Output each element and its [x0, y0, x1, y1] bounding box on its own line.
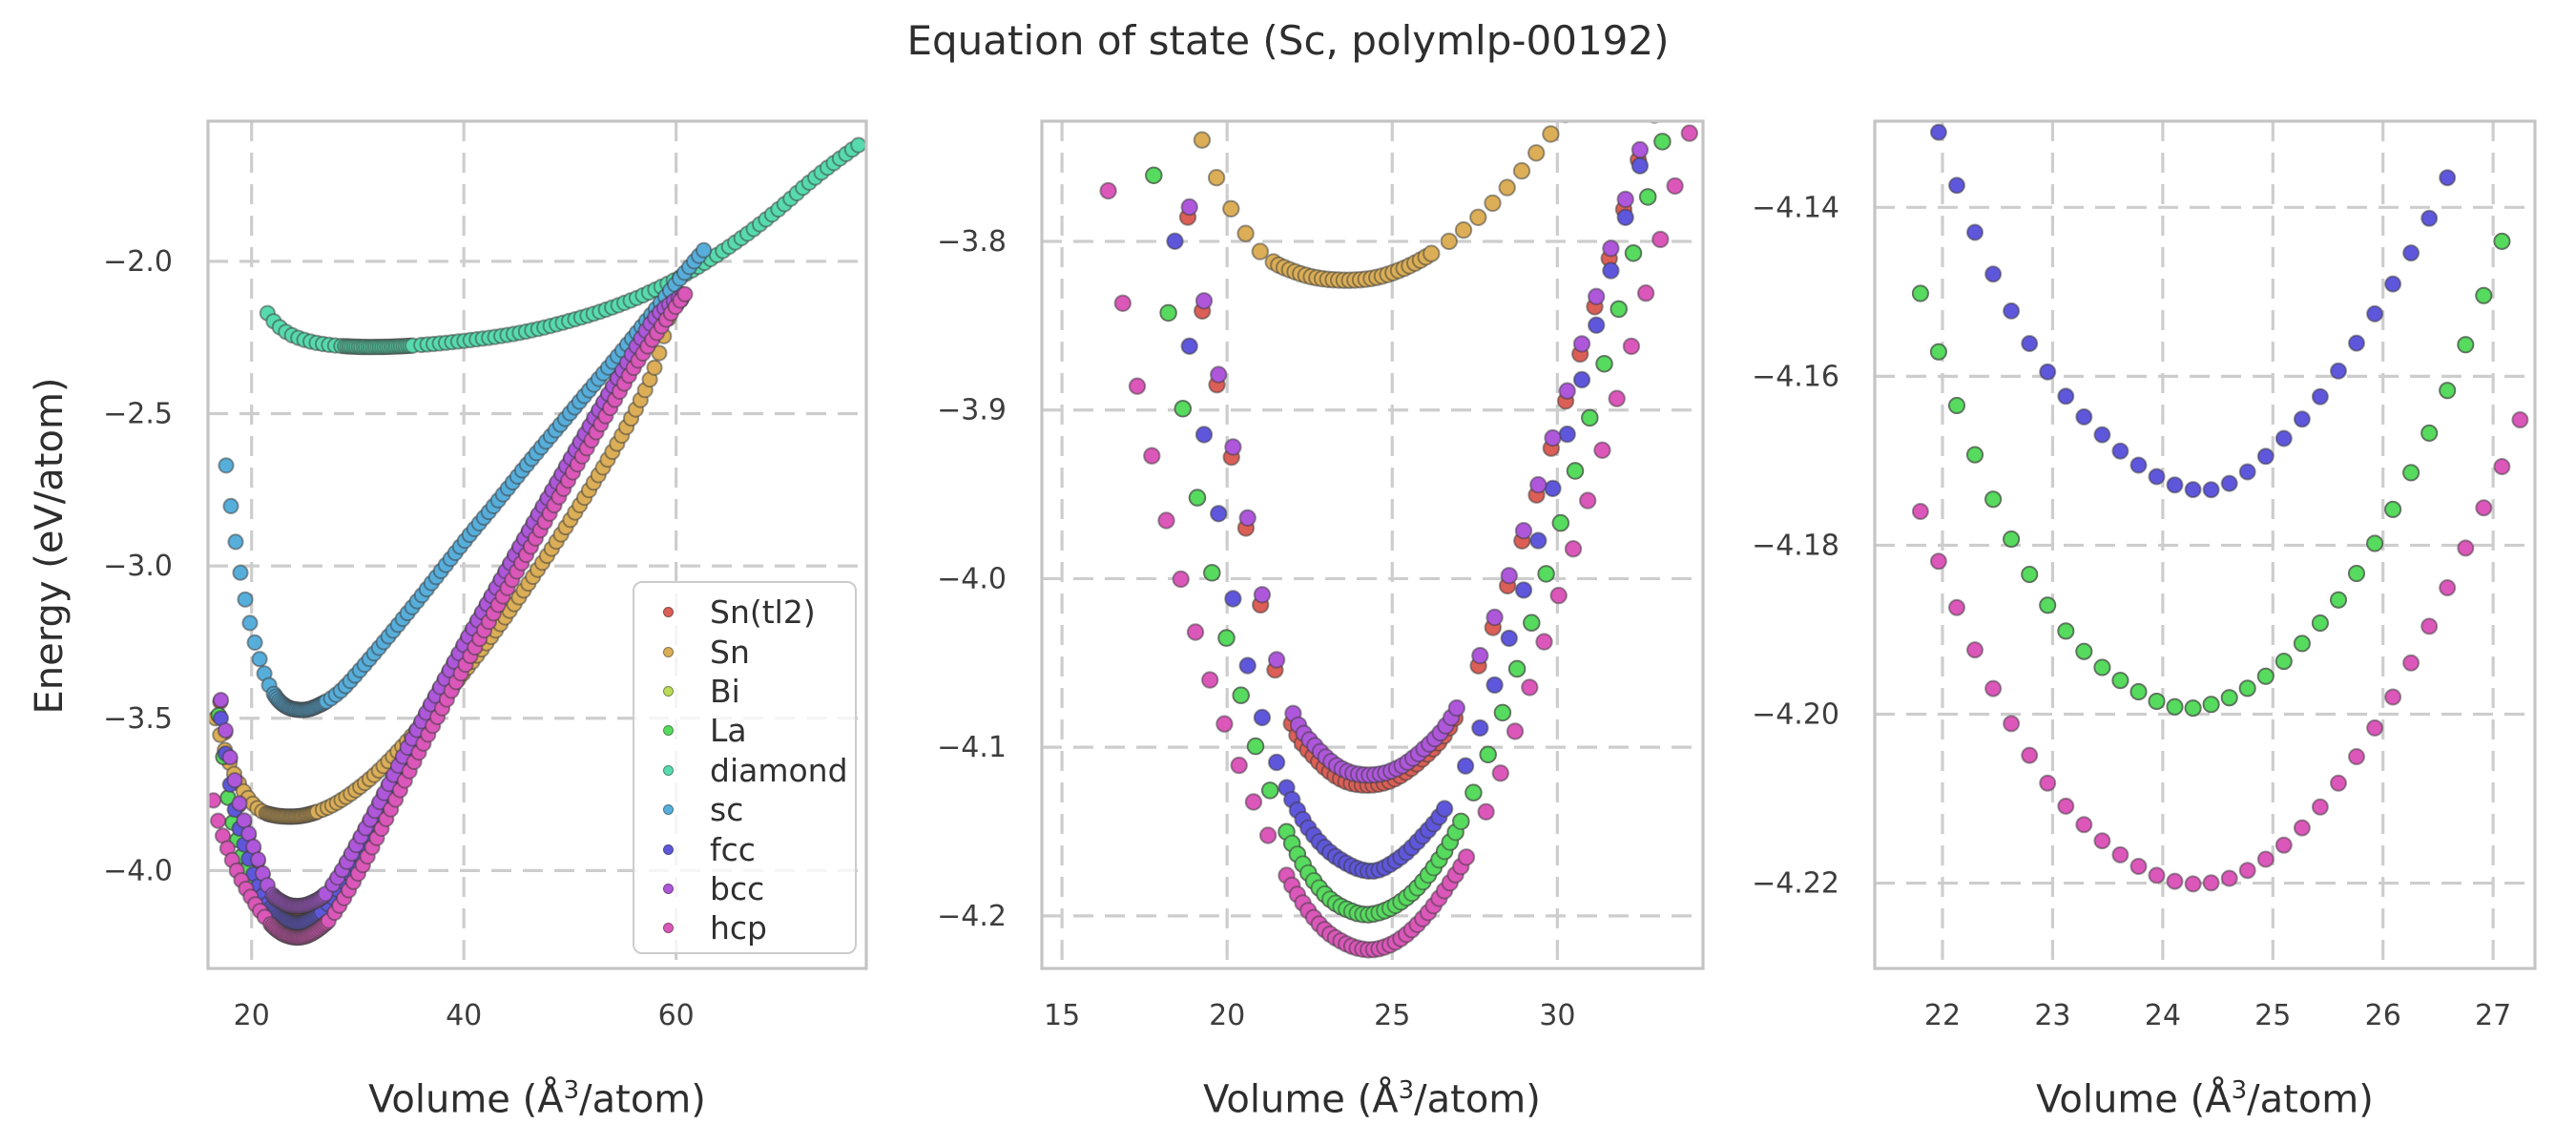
- legend-label: hcp: [710, 909, 768, 947]
- x-tick-label: 20: [1209, 999, 1245, 1032]
- series-La: [1911, 232, 2511, 718]
- x-tick-label: 30: [1539, 999, 1575, 1032]
- gridlines-right: [1875, 121, 2535, 968]
- legend-marker-icon: [663, 804, 674, 816]
- legend-marker-icon: [663, 843, 674, 855]
- y-tick-label: −2.0: [103, 245, 173, 279]
- legend-label: sc: [710, 791, 744, 829]
- x-axis-label-text: Volume (Å: [1203, 1077, 1399, 1122]
- series-hcp: [208, 285, 694, 947]
- x-tick-label: 26: [2365, 999, 2401, 1032]
- legend-marker-icon: [663, 685, 674, 697]
- y-tick-label: −4.22: [1752, 867, 1839, 901]
- tick-labels-right: 22 23 24 25 26 27 −4.14 −4.16 −4.18 −4.20 −4.22: [1752, 191, 2511, 1032]
- tick-labels-left: 20 40 60 −2.0 −2.5 −3.0 −3.5 −4.0: [103, 245, 695, 1032]
- legend: Sn(tl2) Sn Bi La diamond sc fcc bcc hcp: [633, 581, 857, 954]
- series-Sn: [1193, 121, 1571, 289]
- legend-item-bi: Bi: [634, 672, 855, 711]
- y-axis-label: Energy (eV/atom): [28, 377, 72, 715]
- axes-spines-right: [1873, 119, 2537, 970]
- y-tick-label: −4.18: [1752, 529, 1839, 562]
- y-tick-label: −3.8: [937, 225, 1007, 259]
- x-tick-label: 22: [1924, 999, 1961, 1032]
- x-axis-label-text: /atom): [2247, 1077, 2374, 1122]
- series-sc: [218, 241, 713, 718]
- gridlines-middle: [1042, 121, 1703, 968]
- x-axis-label-text: /atom): [579, 1077, 706, 1122]
- legend-item-fcc: fcc: [634, 829, 855, 868]
- legend-label: fcc: [710, 830, 756, 868]
- x-tick-label: 27: [2475, 999, 2511, 1032]
- legend-item-bcc: bcc: [634, 869, 855, 908]
- data-points-right: [1911, 123, 2529, 893]
- legend-label: La: [710, 712, 747, 750]
- y-tick-label: −4.20: [1752, 698, 1839, 732]
- axes-spines-left: [206, 119, 868, 970]
- legend-label: bcc: [710, 869, 765, 907]
- y-tick-label: −4.16: [1752, 360, 1839, 393]
- legend-label: diamond: [710, 751, 848, 789]
- series-Sn(tl2): [1178, 151, 1648, 795]
- x-tick-label: 23: [2034, 999, 2070, 1032]
- series-fcc: [1929, 123, 2457, 499]
- x-tick-label: 24: [2145, 999, 2181, 1032]
- x-axis-label-text: /atom): [1414, 1077, 1541, 1122]
- series-diamond: [259, 136, 866, 356]
- legend-item-diamond: diamond: [634, 751, 855, 790]
- legend-marker-icon: [663, 725, 674, 737]
- series-Bi: [1145, 133, 1672, 924]
- series-La: [1145, 133, 1672, 924]
- y-tick-label: −4.1: [937, 731, 1007, 764]
- series-Bi: [1911, 232, 2511, 718]
- x-axis-label-text: Volume (Å: [368, 1077, 564, 1122]
- x-tick-label: 25: [2254, 999, 2291, 1032]
- x-axis-label-left: Volume (Å3/atom): [203, 1076, 871, 1121]
- legend-marker-icon: [663, 764, 674, 776]
- data-points-middle: [1099, 121, 1699, 959]
- legend-item-sc: sc: [634, 790, 855, 829]
- legend-item-sn: Sn: [634, 632, 855, 671]
- x-tick-label: 40: [446, 999, 482, 1032]
- legend-item-la: La: [634, 711, 855, 750]
- x-axis-label-middle: Volume (Å3/atom): [1038, 1076, 1706, 1121]
- series-bcc: [1180, 140, 1650, 784]
- legend-item-sn-tl2: Sn(tl2): [634, 593, 855, 632]
- x-axis-label-sup: 3: [1398, 1076, 1415, 1105]
- y-tick-label: −4.14: [1752, 191, 1839, 224]
- legend-marker-icon: [663, 646, 674, 657]
- series-hcp: [1099, 124, 1699, 959]
- x-axis-label-sup: 3: [563, 1076, 580, 1105]
- data-points-left: [208, 136, 866, 947]
- legend-label: Sn: [710, 633, 750, 671]
- x-axis-label-sup: 3: [2231, 1076, 2248, 1105]
- series-fcc: [1166, 121, 1661, 881]
- legend-label: Bi: [710, 672, 740, 710]
- legend-marker-icon: [663, 923, 674, 934]
- x-tick-label: 25: [1374, 999, 1410, 1032]
- figure-title: Equation of state (Sc, polymlp-00192): [906, 17, 1670, 64]
- y-tick-label: −4.0: [103, 854, 173, 887]
- series-hcp: [1911, 411, 2529, 893]
- legend-item-hcp: hcp: [634, 908, 855, 947]
- x-tick-label: 60: [658, 999, 695, 1032]
- y-tick-label: −4.0: [937, 562, 1007, 595]
- legend-label: Sn(tl2): [710, 593, 816, 632]
- axes-spines-middle: [1040, 119, 1705, 970]
- y-tick-label: −3.0: [103, 550, 173, 583]
- x-tick-label: 15: [1044, 999, 1080, 1032]
- legend-marker-icon: [663, 883, 674, 894]
- y-tick-label: −2.5: [103, 398, 173, 431]
- y-tick-label: −3.5: [103, 702, 173, 736]
- x-axis-label-right: Volume (Å3/atom): [1871, 1076, 2539, 1121]
- x-axis-label-text: Volume (Å: [2036, 1077, 2232, 1122]
- tick-labels-middle: 15 20 25 30 −3.8 −3.9 −4.0 −4.1 −4.2: [937, 225, 1575, 1032]
- x-tick-label: 20: [234, 999, 270, 1032]
- y-tick-label: −3.9: [937, 394, 1007, 427]
- legend-marker-icon: [663, 607, 674, 618]
- y-tick-label: −4.2: [937, 900, 1007, 933]
